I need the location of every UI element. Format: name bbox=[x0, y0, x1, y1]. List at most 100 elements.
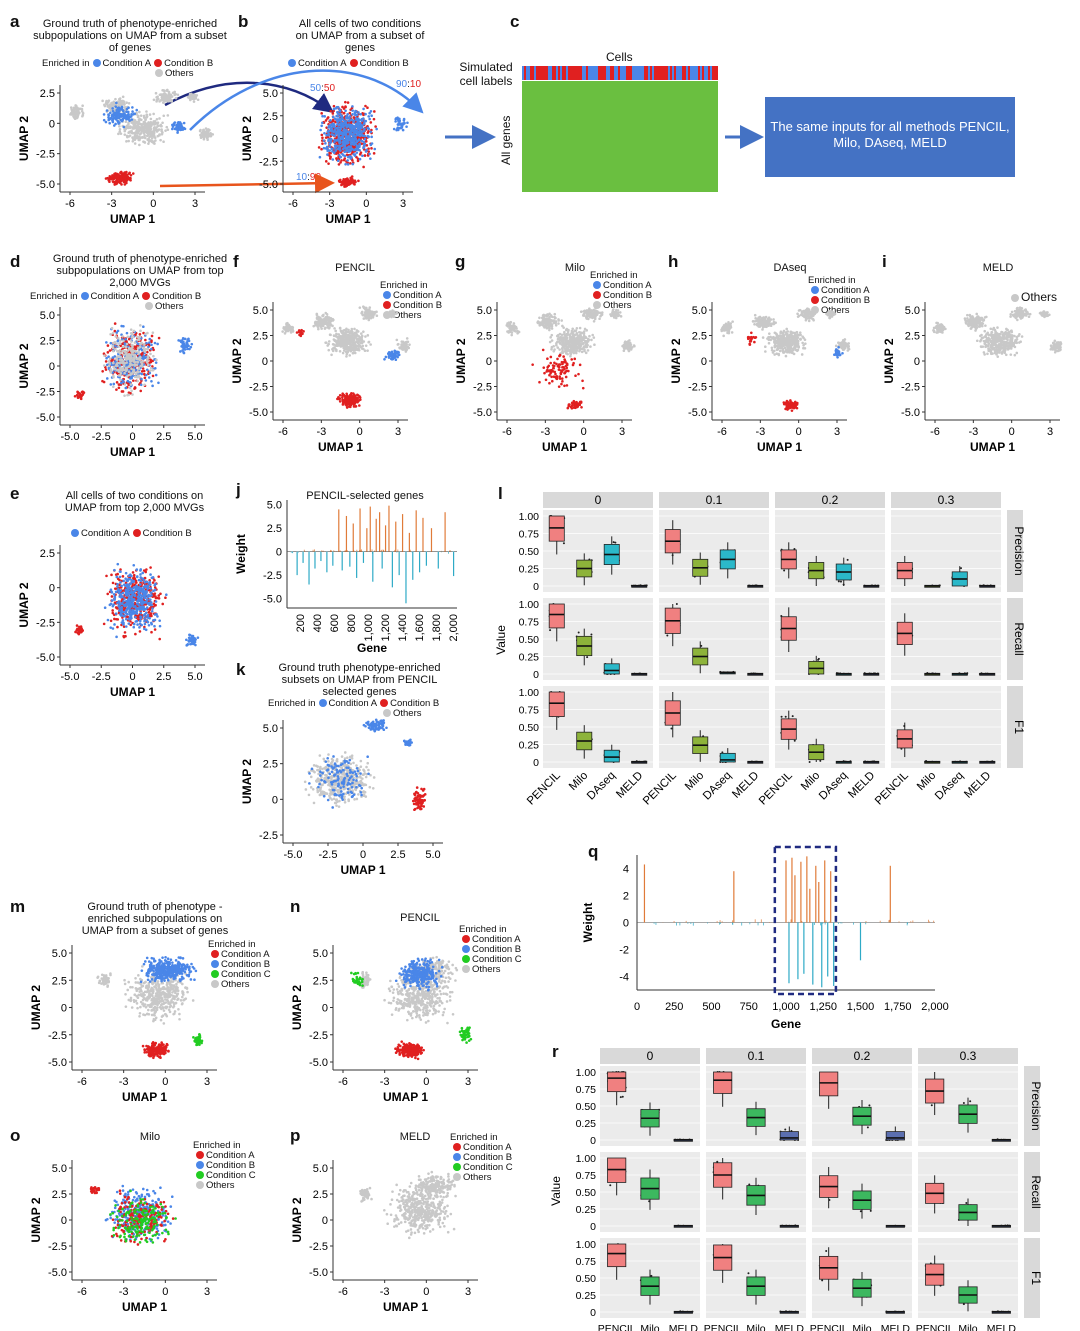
x-tick-label: 0 bbox=[150, 198, 156, 210]
cell-point bbox=[133, 142, 137, 145]
cell-point bbox=[115, 342, 118, 346]
cell-point bbox=[143, 376, 147, 380]
cell-point bbox=[132, 563, 136, 567]
cell-point bbox=[137, 119, 141, 123]
cell-point bbox=[334, 106, 338, 110]
cell-point bbox=[351, 342, 355, 346]
cell-point bbox=[130, 353, 133, 356]
x-tick-label: -5.0 bbox=[61, 431, 80, 443]
cell-point bbox=[327, 348, 331, 352]
cell-point bbox=[81, 629, 84, 632]
cell-point bbox=[341, 152, 344, 156]
legend-title: Enriched in bbox=[380, 280, 428, 291]
cell-point bbox=[354, 180, 357, 184]
x-tick-label: 5.0 bbox=[187, 671, 202, 683]
cell-point bbox=[185, 638, 188, 642]
cell-point bbox=[361, 154, 364, 158]
cell-point bbox=[335, 340, 338, 344]
cell-point bbox=[340, 144, 344, 147]
x-axis-label: UMAP 1 bbox=[318, 440, 363, 454]
cell-point bbox=[202, 132, 206, 136]
cell-point bbox=[140, 128, 144, 132]
cell-point bbox=[101, 99, 104, 103]
x-tick-label: 2.5 bbox=[156, 431, 171, 443]
cell-point bbox=[346, 163, 350, 166]
cell-point bbox=[138, 630, 142, 633]
cell-point bbox=[348, 155, 352, 158]
cell-point bbox=[139, 383, 143, 387]
cell-point bbox=[329, 152, 332, 155]
panel-label-q: q bbox=[588, 842, 599, 861]
cell-point bbox=[105, 109, 109, 112]
cell-point bbox=[327, 162, 330, 165]
cell-point bbox=[108, 105, 112, 108]
cell-point bbox=[128, 613, 132, 616]
cell-point bbox=[345, 352, 349, 356]
cell-label-tick bbox=[608, 66, 610, 80]
cell-point bbox=[181, 349, 184, 352]
cell-point bbox=[141, 571, 145, 575]
condition-b-dot-icon bbox=[349, 59, 358, 67]
panel-label-r: r bbox=[552, 1042, 559, 1061]
cell-point bbox=[136, 115, 140, 119]
cell-label-tick bbox=[646, 66, 648, 80]
cell-point bbox=[146, 355, 150, 358]
cell-label-tick bbox=[604, 66, 606, 80]
cell-label-tick bbox=[670, 66, 672, 80]
cell-point bbox=[176, 131, 179, 134]
cell-point bbox=[375, 127, 378, 131]
cell-point bbox=[111, 113, 115, 116]
cell-point bbox=[158, 117, 161, 120]
x-tick-label: -2.5 bbox=[92, 671, 111, 683]
cell-point bbox=[192, 97, 196, 101]
cell-label-tick bbox=[684, 66, 686, 80]
cell-point bbox=[126, 110, 130, 114]
cell-point bbox=[373, 147, 377, 151]
cell-point bbox=[109, 111, 112, 115]
cell-point bbox=[392, 127, 396, 131]
cell-point bbox=[130, 389, 133, 393]
cell-point bbox=[331, 133, 335, 137]
cell-point bbox=[153, 142, 156, 145]
cell-point bbox=[352, 120, 355, 124]
cell-point bbox=[140, 623, 143, 627]
cell-label-tick bbox=[568, 66, 570, 80]
legend-cond-c: Condition C bbox=[463, 1162, 513, 1173]
cell-point bbox=[139, 355, 142, 359]
cell-point bbox=[324, 320, 327, 324]
cell-point bbox=[128, 599, 131, 603]
cell-point bbox=[133, 133, 137, 137]
x-tick-label: -6 bbox=[278, 426, 288, 438]
cell-point bbox=[205, 136, 209, 140]
cell-point bbox=[110, 590, 113, 594]
condition-b-dot-icon bbox=[593, 291, 601, 299]
cell-point bbox=[125, 134, 129, 138]
cell-point bbox=[112, 100, 116, 104]
cell-point bbox=[122, 368, 125, 371]
cell-label-tick bbox=[550, 66, 552, 80]
cell-point bbox=[186, 95, 190, 99]
cell-point bbox=[358, 306, 362, 309]
cell-point bbox=[152, 98, 156, 102]
cell-point bbox=[338, 146, 341, 149]
cell-point bbox=[171, 91, 175, 95]
cell-point bbox=[109, 602, 113, 606]
cell-point bbox=[109, 117, 113, 120]
cell-point bbox=[148, 583, 152, 586]
cell-point bbox=[136, 335, 139, 339]
cell-point bbox=[342, 128, 346, 131]
cell-point bbox=[109, 368, 113, 371]
cell-point bbox=[150, 136, 154, 140]
cell-point bbox=[323, 115, 326, 118]
cell-point bbox=[338, 326, 342, 330]
cell-label-tick bbox=[522, 66, 524, 80]
panel-d-legend: Enriched in Condition A Condition B Others bbox=[30, 292, 240, 312]
panel-e-title: All cells of two conditions on UMAP from… bbox=[64, 490, 205, 514]
cell-point bbox=[118, 601, 121, 604]
cell-point bbox=[340, 337, 343, 340]
legend-cond-b: Condition B bbox=[472, 944, 522, 955]
cell-point bbox=[125, 612, 129, 616]
cell-point bbox=[111, 361, 115, 365]
ratio-b: 50 bbox=[323, 83, 336, 94]
